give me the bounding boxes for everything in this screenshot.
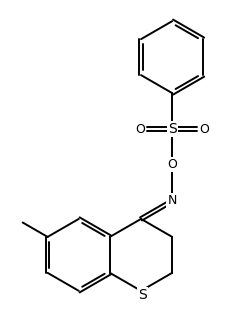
Text: S: S [137, 288, 146, 302]
Text: S: S [167, 122, 176, 136]
Text: O: O [199, 123, 209, 135]
Text: O: O [166, 158, 176, 172]
Text: O: O [134, 123, 144, 135]
Text: N: N [167, 194, 176, 207]
